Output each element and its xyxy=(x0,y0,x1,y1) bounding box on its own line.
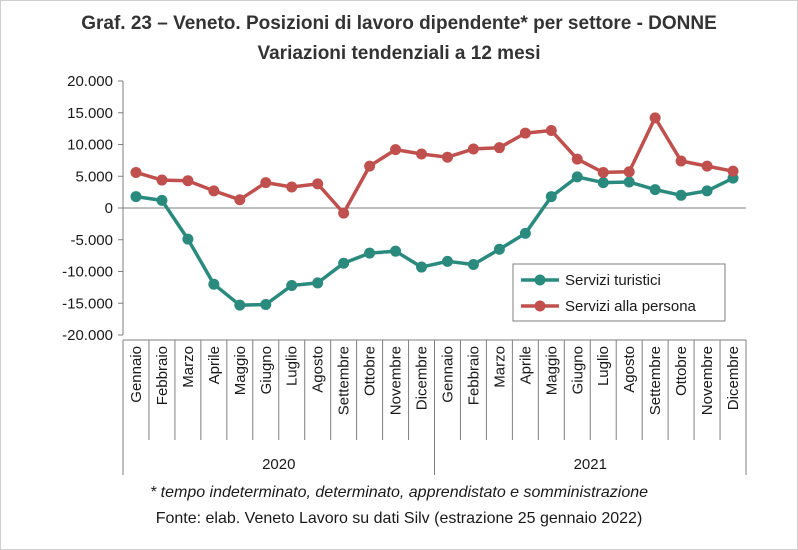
data-point xyxy=(208,185,220,197)
y-tick-label: -15.000 xyxy=(62,295,113,312)
data-point xyxy=(467,143,479,155)
y-tick-label: 10.000 xyxy=(67,137,113,154)
data-point xyxy=(675,189,687,201)
x-tick-label: Maggio xyxy=(543,346,560,395)
x-tick-label: Settembre xyxy=(647,346,664,415)
data-point xyxy=(260,177,272,189)
data-point xyxy=(364,160,376,172)
data-point xyxy=(364,247,376,259)
x-tick-label: Aprile xyxy=(517,346,534,384)
data-point xyxy=(519,127,531,139)
data-point xyxy=(286,279,298,291)
x-tick-label: Maggio xyxy=(232,346,249,395)
data-point xyxy=(338,257,350,269)
y-tick-label: -10.000 xyxy=(62,264,113,281)
data-point xyxy=(727,165,739,177)
data-point xyxy=(260,299,272,311)
data-point xyxy=(234,299,246,311)
data-point xyxy=(156,174,168,186)
data-point xyxy=(493,243,505,255)
data-point xyxy=(623,176,635,188)
data-point xyxy=(312,277,324,289)
x-tick-label: Novembre xyxy=(699,346,716,415)
legend-swatch-marker xyxy=(534,300,546,312)
x-tick-label: Gennaio xyxy=(128,346,145,403)
x-tick-label: Agosto xyxy=(310,346,327,393)
x-tick-label: Novembre xyxy=(388,346,405,415)
data-point xyxy=(208,278,220,290)
year-label: 2021 xyxy=(574,456,607,473)
x-tick-label: Agosto xyxy=(621,346,638,393)
data-point xyxy=(519,227,531,239)
x-tick-label: Giugno xyxy=(258,346,275,394)
data-point xyxy=(545,125,557,137)
x-tick-label: Dicembre xyxy=(725,346,742,410)
x-tick-label: Gennaio xyxy=(439,346,456,403)
y-tick-label: -20.000 xyxy=(62,327,113,344)
data-point xyxy=(441,255,453,267)
data-point xyxy=(286,181,298,193)
x-tick-label: Marzo xyxy=(180,346,197,388)
x-tick-label: Dicembre xyxy=(414,346,431,410)
y-tick-label: 0 xyxy=(105,200,113,217)
data-point xyxy=(493,142,505,154)
data-point xyxy=(130,166,142,178)
data-point xyxy=(649,184,661,196)
y-tick-label: -5.000 xyxy=(70,232,113,249)
data-point xyxy=(623,166,635,178)
legend-label: Servizi alla persona xyxy=(565,298,697,315)
data-point xyxy=(182,175,194,187)
x-tick-label: Febbraio xyxy=(154,346,171,405)
year-label: 2020 xyxy=(262,456,295,473)
data-point xyxy=(416,261,428,273)
legend-swatch-marker xyxy=(534,274,546,286)
chart-title: Graf. 23 – Veneto. Posizioni di lavoro d… xyxy=(81,13,717,34)
data-point xyxy=(597,166,609,178)
data-point xyxy=(312,178,324,190)
data-point xyxy=(182,233,194,245)
data-point xyxy=(701,185,713,197)
data-point xyxy=(390,144,402,156)
data-point xyxy=(649,112,661,124)
data-point xyxy=(156,194,168,206)
x-tick-label: Luglio xyxy=(595,346,612,386)
data-point xyxy=(701,160,713,172)
y-tick-label: 5.000 xyxy=(75,168,113,185)
x-tick-label: Luglio xyxy=(284,346,301,386)
y-tick-label: 15.000 xyxy=(67,105,113,122)
data-point xyxy=(416,148,428,160)
y-tick-label: 20.000 xyxy=(67,73,113,90)
data-point xyxy=(571,171,583,183)
x-tick-label: Settembre xyxy=(336,346,353,415)
data-point xyxy=(441,151,453,163)
data-point xyxy=(130,191,142,203)
x-tick-label: Ottobre xyxy=(673,346,690,396)
data-point xyxy=(571,153,583,165)
x-tick-label: Ottobre xyxy=(362,346,379,396)
x-tick-label: Marzo xyxy=(491,346,508,388)
legend-box xyxy=(512,263,726,322)
data-point xyxy=(390,245,402,257)
data-point xyxy=(467,259,479,271)
source-note: Fonte: elab. Veneto Lavoro su dati Silv … xyxy=(155,510,643,527)
x-tick-label: Giugno xyxy=(569,346,586,394)
data-point xyxy=(675,155,687,167)
data-point xyxy=(338,207,350,219)
footnote: * tempo indeterminato, determinato, appr… xyxy=(149,484,649,501)
x-tick-label: Febbraio xyxy=(465,346,482,405)
series-line-servizi-alla-persona xyxy=(135,116,734,215)
data-point xyxy=(545,191,557,203)
legend-label: Servizi turistici xyxy=(565,272,661,289)
x-tick-label: Aprile xyxy=(206,346,223,384)
data-point xyxy=(597,177,609,189)
chart-subtitle: Variazioni tendenziali a 12 mesi xyxy=(257,43,541,64)
data-point xyxy=(234,194,246,206)
